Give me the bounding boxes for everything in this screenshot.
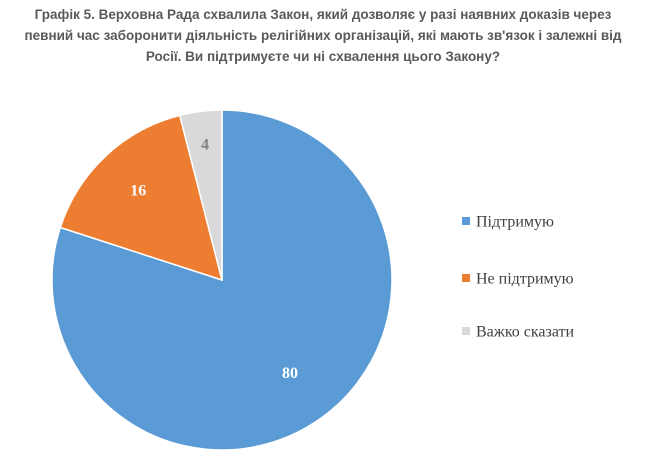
data-label-pidtrymuyu: 80 [282,365,298,382]
pie-slice-ne-pidtrymuyu [59,114,224,282]
pie-slice-vazhko-skazaty [178,109,223,281]
legend-label: Не підтримую [476,270,574,288]
legend-label: Підтримую [476,213,554,231]
pie-slice-pidtrymuyu [51,109,393,451]
legend-swatch [462,217,470,226]
chart-title-line: певний час заборонити діяльність релігій… [24,28,622,43]
chart-title-line: Графік 5. Верховна Рада схвалила Закон, … [34,7,612,22]
legend-label: Важко сказати [476,323,575,341]
legend-swatch [462,327,470,336]
chart-title-line: Росії. Ви підтримуєте чи ні схвалення ць… [145,49,501,64]
legend-item-vazhko-skazaty: Важко сказати [462,322,574,342]
legend-item-ne-pidtrymuyu: Не підтримую [462,269,574,289]
legend-swatch [462,274,470,283]
data-label-vazhko-skazaty: 4 [201,137,209,154]
chart-title: Графік 5. Верховна Рада схвалила Закон, … [0,4,646,67]
data-label-ne-pidtrymuyu: 16 [130,182,146,199]
legend-item-pidtrymuyu: Підтримую [462,212,554,232]
